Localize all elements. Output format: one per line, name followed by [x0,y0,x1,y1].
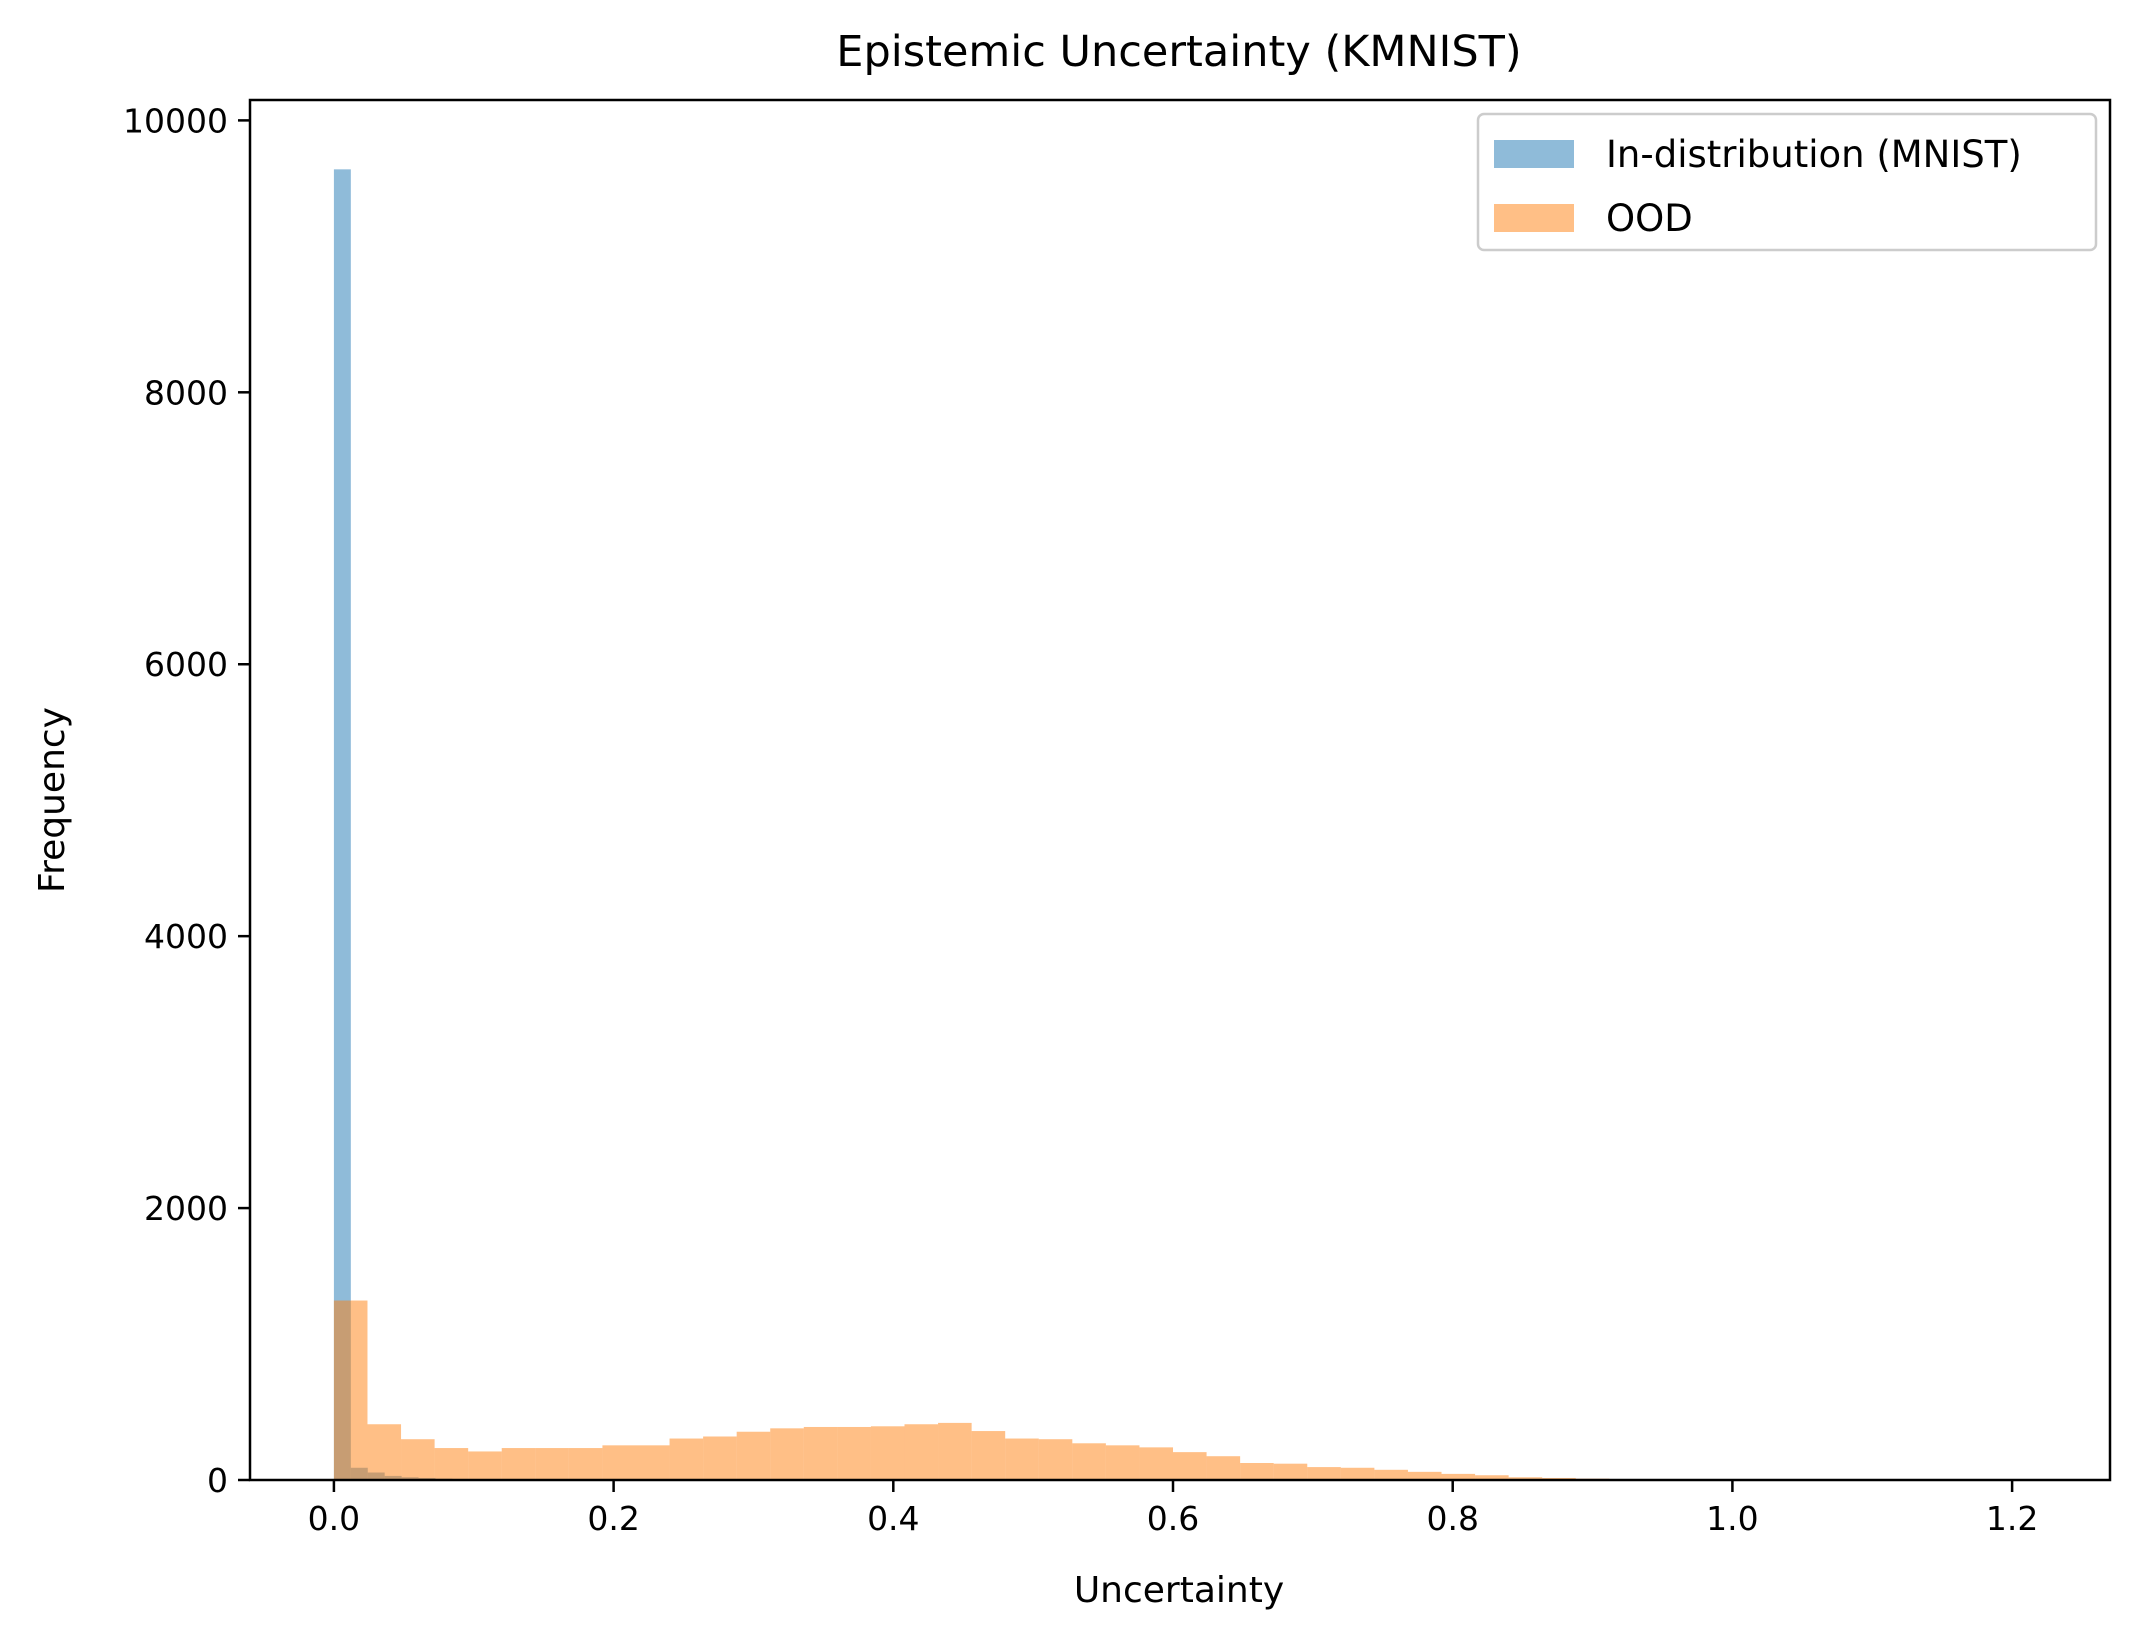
histogram-bar [1508,1477,1543,1480]
histogram-bar [1072,1443,1106,1480]
histogram-bar [1038,1439,1073,1480]
histogram-bar [434,1448,469,1480]
histogram-bar [1139,1447,1174,1480]
histogram-bar [736,1431,771,1480]
histogram-bar [535,1448,569,1480]
legend-label: In-distribution (MNIST) [1606,133,2022,176]
legend-box [1476,112,2098,252]
histogram-bar [333,1300,368,1480]
legend: In-distribution (MNIST) OOD [1476,112,2098,252]
chart-title: Epistemic Uncertainty (KMNIST) [836,27,1521,77]
histogram-bar [568,1448,603,1480]
x-tick-label: 0.0 [308,1499,360,1538]
histogram-bar [703,1436,737,1480]
bars-layer [333,169,2013,1481]
histogram-bar [971,1431,1006,1480]
histogram-bar [1340,1467,1375,1480]
histogram-bar [837,1426,871,1480]
histogram-bar [1307,1467,1341,1480]
axes-layer: 0.0 0.2 0.4 0.6 0.8 1.0 1.2 0 2000 4000 6000 8000 10… [123,98,2112,1538]
x-axis-label: Uncertainty [1074,1570,1284,1611]
histogram-bar [1475,1475,1509,1480]
histogram-bar [1374,1469,1408,1480]
histogram-bar [1273,1463,1308,1480]
histogram-bar [1105,1445,1140,1480]
y-tick-label: 8000 [144,373,228,412]
legend-swatch [1494,204,1574,232]
histogram-bar [938,1422,972,1480]
x-tick-label: 1.0 [1706,1499,1758,1538]
histogram-bar [367,1424,402,1480]
histogram-bar [401,1439,435,1480]
y-tick-label: 6000 [144,645,228,684]
histogram-bar [770,1428,804,1480]
histogram-bar [1407,1471,1442,1480]
histogram-bar [1206,1456,1241,1480]
histogram-bar [669,1438,704,1480]
y-tick-label: 2000 [144,1189,228,1228]
y-tick-label: 4000 [144,917,228,956]
histogram-bar [501,1448,536,1480]
x-tick-label: 0.6 [1147,1499,1199,1538]
histogram-bar [870,1426,905,1480]
x-tick-label: 0.4 [867,1499,919,1538]
plot-frame [248,98,2112,1482]
histogram-bar [602,1445,636,1480]
y-tick-label: 10000 [123,101,228,140]
histogram-bar [904,1424,939,1480]
histogram-bar [1005,1438,1039,1480]
x-tick-label: 1.2 [1986,1499,2038,1538]
y-axis-label: Frequency [32,707,73,893]
histogram-bar [803,1426,838,1480]
histogram-bar [1240,1463,1274,1480]
histogram-bar [1173,1452,1207,1480]
histogram-bar [468,1451,502,1480]
histogram-bar [333,169,351,1481]
legend-swatch [1494,140,1574,168]
x-tick-label: 0.2 [587,1499,639,1538]
histogram-bar [635,1445,670,1480]
x-tick-label: 0.8 [1426,1499,1478,1538]
legend-label: OOD [1606,197,1693,240]
y-tick-label: 0 [207,1461,228,1500]
series-1 [333,1300,2013,1480]
histogram-bar [1441,1473,1476,1480]
